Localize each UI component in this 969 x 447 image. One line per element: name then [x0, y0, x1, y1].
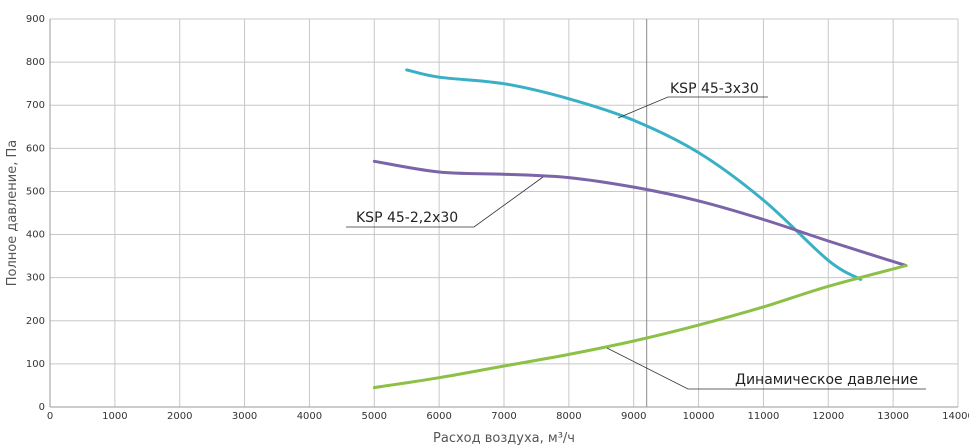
- leader-line-ksp-45-3x30: [617, 96, 768, 119]
- x-axis-label: Расход воздуха, м³/ч: [433, 431, 575, 446]
- series-label-ksp-45-3x30: KSP 45-3x30: [670, 81, 759, 97]
- series-line-ksp-45-2-2x30: [372, 159, 908, 268]
- series-lines: [372, 68, 908, 390]
- y-tick-label-8: 800: [26, 57, 45, 68]
- series-label-ksp-45-2-2x30: KSP 45-2,2x30: [356, 210, 458, 226]
- x-tick-label-11: 11000: [748, 411, 780, 422]
- y-tick-label-4: 400: [26, 230, 45, 241]
- x-tick-label-13: 13000: [877, 411, 909, 422]
- y-tick-labels: 0 100 200 300 400 500 600 700 800 900: [26, 14, 45, 413]
- leader-line-ksp-45-2-2x30: [346, 176, 544, 228]
- y-tick-label-9: 900: [26, 14, 45, 25]
- x-tick-label-7: 7000: [491, 411, 516, 422]
- x-tick-label-8: 8000: [556, 411, 581, 422]
- y-tick-label-1: 100: [26, 359, 45, 370]
- y-tick-label-5: 500: [26, 186, 45, 197]
- x-tick-label-1: 1000: [102, 411, 127, 422]
- horizontal-gridlines: [50, 18, 958, 408]
- series-label-dynamic-pressure: Динамическое давление: [735, 372, 918, 388]
- x-tick-label-12: 12000: [812, 411, 844, 422]
- leader-lines: [346, 96, 926, 390]
- y-tick-label-7: 700: [26, 100, 45, 111]
- x-tick-label-0: 0: [47, 411, 53, 422]
- y-axis-label: Полное давление, Па: [5, 140, 20, 287]
- x-tick-label-2: 2000: [167, 411, 192, 422]
- series-labels: KSP 45-3x30 KSP 45-2,2x30 Динамическое дав…: [356, 81, 918, 388]
- x-tick-labels: 0 1000 2000 3000 4000 5000 6000 7000 8000 9000 100…: [47, 411, 969, 422]
- series-line-dynamic-pressure: [372, 264, 908, 390]
- x-tick-label-3: 3000: [232, 411, 257, 422]
- x-tick-label-5: 5000: [362, 411, 387, 422]
- series-line-ksp-45-3x30: [405, 68, 863, 281]
- x-tick-label-9: 9000: [621, 411, 646, 422]
- y-tick-label-3: 300: [26, 273, 45, 284]
- leader-line-dynamic-pressure: [606, 347, 926, 390]
- vertical-gridlines: [49, 19, 959, 407]
- y-tick-label-0: 0: [39, 402, 45, 413]
- y-tick-label-6: 600: [26, 143, 45, 154]
- x-tick-label-10: 10000: [683, 411, 715, 422]
- x-tick-label-6: 6000: [426, 411, 451, 422]
- y-tick-label-2: 200: [26, 316, 45, 327]
- x-tick-label-4: 4000: [297, 411, 322, 422]
